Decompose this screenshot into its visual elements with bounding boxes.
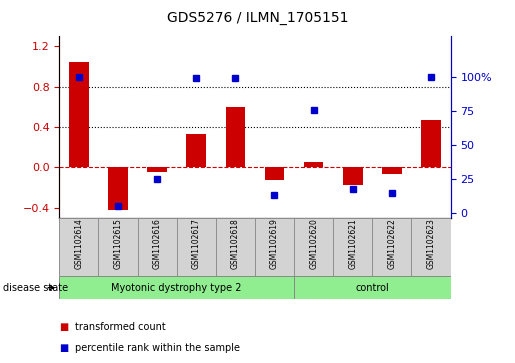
- Text: GSM1102619: GSM1102619: [270, 219, 279, 269]
- Bar: [177, 218, 216, 276]
- Text: GSM1102620: GSM1102620: [309, 219, 318, 269]
- Bar: [294, 276, 451, 299]
- Text: ■: ■: [59, 322, 68, 332]
- Bar: [411, 218, 451, 276]
- Bar: [382, 167, 402, 175]
- Bar: [226, 107, 245, 167]
- Bar: [265, 167, 284, 180]
- Text: transformed count: transformed count: [75, 322, 165, 332]
- Text: GSM1102618: GSM1102618: [231, 219, 240, 269]
- Bar: [59, 218, 98, 276]
- Bar: [216, 218, 255, 276]
- Text: Myotonic dystrophy type 2: Myotonic dystrophy type 2: [111, 283, 242, 293]
- Text: GSM1102617: GSM1102617: [192, 219, 201, 269]
- Bar: [255, 218, 294, 276]
- Text: control: control: [355, 283, 389, 293]
- Text: disease state: disease state: [3, 283, 67, 293]
- Text: percentile rank within the sample: percentile rank within the sample: [75, 343, 239, 354]
- Bar: [333, 218, 372, 276]
- Bar: [147, 167, 167, 172]
- Bar: [186, 134, 206, 167]
- Bar: [59, 276, 294, 299]
- Bar: [421, 120, 441, 167]
- Bar: [98, 218, 138, 276]
- Bar: [138, 218, 177, 276]
- Bar: [69, 61, 89, 167]
- Text: GSM1102614: GSM1102614: [74, 219, 83, 269]
- Text: GSM1102616: GSM1102616: [152, 219, 162, 269]
- Text: GSM1102621: GSM1102621: [348, 219, 357, 269]
- Text: GDS5276 / ILMN_1705151: GDS5276 / ILMN_1705151: [167, 11, 348, 25]
- Bar: [108, 167, 128, 210]
- Bar: [294, 218, 333, 276]
- Bar: [372, 218, 411, 276]
- Text: GSM1102622: GSM1102622: [387, 219, 397, 269]
- Text: GSM1102615: GSM1102615: [113, 219, 123, 269]
- Bar: [304, 162, 323, 167]
- Text: ■: ■: [59, 343, 68, 354]
- Text: GSM1102623: GSM1102623: [426, 219, 436, 269]
- Bar: [343, 167, 363, 184]
